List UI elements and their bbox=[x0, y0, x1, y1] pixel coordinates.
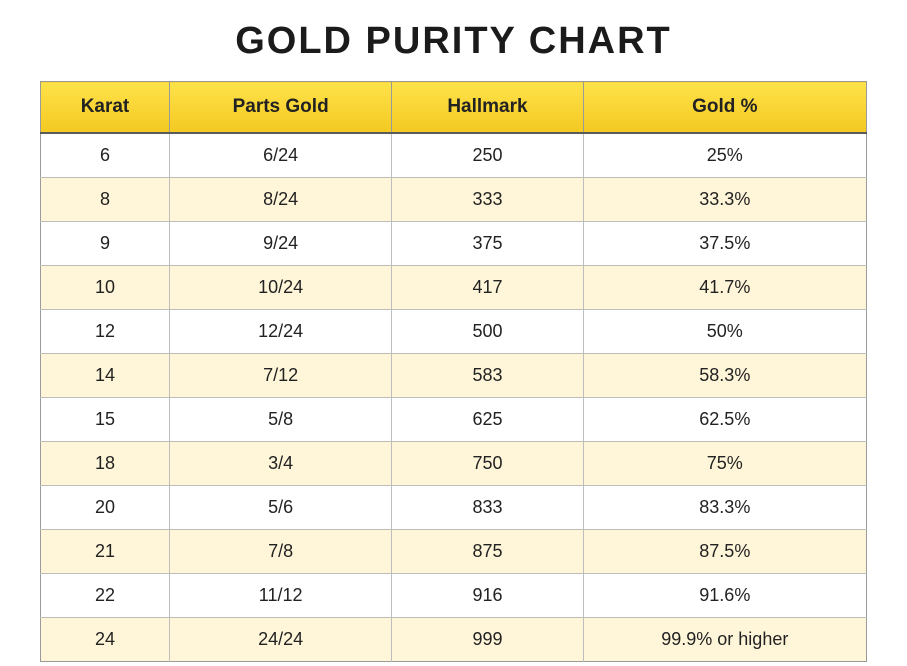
cell-parts: 3/4 bbox=[169, 442, 391, 486]
cell-karat: 21 bbox=[41, 530, 170, 574]
chart-title: GOLD PURITY CHART bbox=[40, 20, 867, 63]
cell-karat: 24 bbox=[41, 618, 170, 662]
cell-karat: 18 bbox=[41, 442, 170, 486]
cell-parts: 7/12 bbox=[169, 354, 391, 398]
cell-pct: 41.7% bbox=[583, 266, 866, 310]
cell-hallmark: 833 bbox=[392, 486, 583, 530]
cell-parts: 5/8 bbox=[169, 398, 391, 442]
cell-hallmark: 999 bbox=[392, 618, 583, 662]
cell-hallmark: 750 bbox=[392, 442, 583, 486]
cell-pct: 75% bbox=[583, 442, 866, 486]
cell-karat: 6 bbox=[41, 133, 170, 178]
table-row: 217/887587.5% bbox=[41, 530, 867, 574]
cell-karat: 14 bbox=[41, 354, 170, 398]
cell-parts: 6/24 bbox=[169, 133, 391, 178]
table-row: 155/862562.5% bbox=[41, 398, 867, 442]
table-row: 1010/2441741.7% bbox=[41, 266, 867, 310]
cell-parts: 8/24 bbox=[169, 178, 391, 222]
col-hallmark: Hallmark bbox=[392, 82, 583, 134]
cell-hallmark: 333 bbox=[392, 178, 583, 222]
cell-pct: 50% bbox=[583, 310, 866, 354]
cell-karat: 15 bbox=[41, 398, 170, 442]
gold-purity-table: Karat Parts Gold Hallmark Gold % 66/2425… bbox=[40, 81, 867, 662]
cell-karat: 9 bbox=[41, 222, 170, 266]
col-karat: Karat bbox=[41, 82, 170, 134]
cell-karat: 12 bbox=[41, 310, 170, 354]
cell-pct: 58.3% bbox=[583, 354, 866, 398]
cell-karat: 22 bbox=[41, 574, 170, 618]
cell-hallmark: 375 bbox=[392, 222, 583, 266]
cell-pct: 25% bbox=[583, 133, 866, 178]
table-row: 88/2433333.3% bbox=[41, 178, 867, 222]
table-body: 66/2425025% 88/2433333.3% 99/2437537.5% … bbox=[41, 133, 867, 662]
cell-parts: 12/24 bbox=[169, 310, 391, 354]
col-parts-gold: Parts Gold bbox=[169, 82, 391, 134]
cell-karat: 8 bbox=[41, 178, 170, 222]
table-row: 99/2437537.5% bbox=[41, 222, 867, 266]
table-row: 2424/2499999.9% or higher bbox=[41, 618, 867, 662]
cell-pct: 37.5% bbox=[583, 222, 866, 266]
cell-pct: 91.6% bbox=[583, 574, 866, 618]
cell-parts: 11/12 bbox=[169, 574, 391, 618]
cell-parts: 24/24 bbox=[169, 618, 391, 662]
cell-hallmark: 875 bbox=[392, 530, 583, 574]
cell-hallmark: 250 bbox=[392, 133, 583, 178]
table-row: 147/1258358.3% bbox=[41, 354, 867, 398]
cell-pct: 87.5% bbox=[583, 530, 866, 574]
cell-pct: 62.5% bbox=[583, 398, 866, 442]
cell-parts: 5/6 bbox=[169, 486, 391, 530]
cell-hallmark: 916 bbox=[392, 574, 583, 618]
cell-parts: 7/8 bbox=[169, 530, 391, 574]
cell-pct: 99.9% or higher bbox=[583, 618, 866, 662]
table-row: 66/2425025% bbox=[41, 133, 867, 178]
cell-hallmark: 583 bbox=[392, 354, 583, 398]
col-gold-pct: Gold % bbox=[583, 82, 866, 134]
cell-parts: 10/24 bbox=[169, 266, 391, 310]
table-row: 1212/2450050% bbox=[41, 310, 867, 354]
cell-hallmark: 625 bbox=[392, 398, 583, 442]
cell-hallmark: 500 bbox=[392, 310, 583, 354]
cell-karat: 20 bbox=[41, 486, 170, 530]
table-header-row: Karat Parts Gold Hallmark Gold % bbox=[41, 82, 867, 134]
table-row: 183/475075% bbox=[41, 442, 867, 486]
cell-parts: 9/24 bbox=[169, 222, 391, 266]
cell-hallmark: 417 bbox=[392, 266, 583, 310]
cell-pct: 33.3% bbox=[583, 178, 866, 222]
cell-pct: 83.3% bbox=[583, 486, 866, 530]
table-row: 205/683383.3% bbox=[41, 486, 867, 530]
table-row: 2211/1291691.6% bbox=[41, 574, 867, 618]
cell-karat: 10 bbox=[41, 266, 170, 310]
